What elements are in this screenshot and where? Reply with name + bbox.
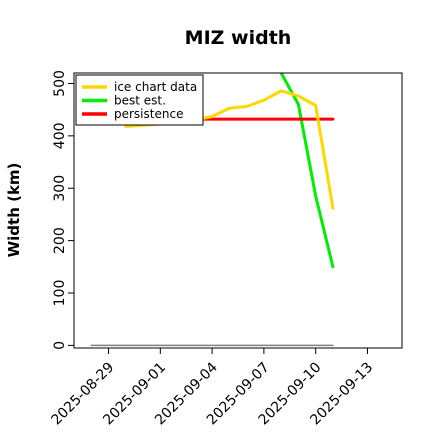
legend-label: ice chart data — [114, 80, 197, 94]
y-tick-label: 200 — [52, 227, 68, 254]
y-tick-label: 400 — [52, 122, 68, 149]
y-tick-label: 500 — [52, 70, 68, 97]
plot-frame — [73, 72, 403, 349]
y-tick-label: 100 — [52, 280, 68, 307]
legend-box — [75, 74, 204, 126]
legend-label: best est. — [114, 94, 166, 108]
legend-label: persistence — [114, 107, 183, 121]
chart-title: MIZ width — [185, 27, 292, 49]
y-axis: 0 100 200 300 400 500 — [52, 70, 74, 350]
y-tick-label: 0 — [52, 341, 68, 350]
x-axis: 2025-08-292025-09-012025-09-042025-09-07… — [49, 348, 376, 428]
y-tick-label: 300 — [52, 175, 68, 202]
series-line-1 — [279, 73, 335, 269]
y-axis-label: Width (km) — [5, 163, 23, 258]
